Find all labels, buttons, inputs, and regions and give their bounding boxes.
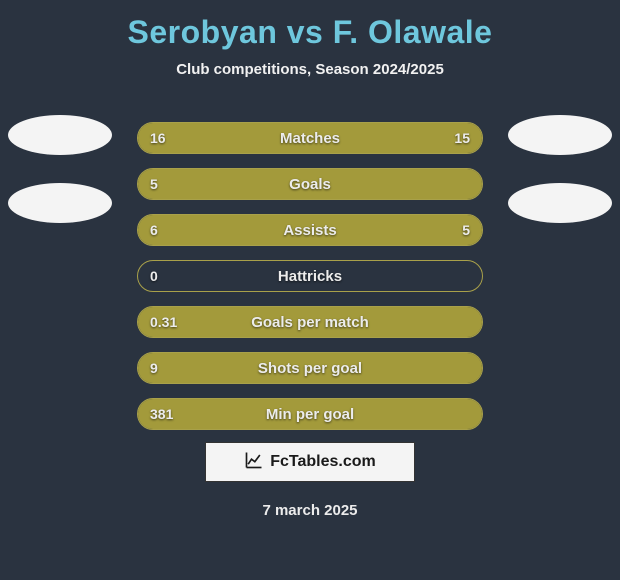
stat-label: Goals per match — [138, 307, 482, 337]
date-text: 7 march 2025 — [0, 502, 620, 519]
stat-row: 5Goals — [137, 168, 483, 200]
subtitle: Club competitions, Season 2024/2025 — [0, 61, 620, 78]
stat-label: Shots per goal — [138, 353, 482, 383]
stat-row: 9Shots per goal — [137, 352, 483, 384]
stat-label: Matches — [138, 123, 482, 153]
brand-logo[interactable]: FcTables.com — [205, 442, 415, 482]
stat-label: Hattricks — [138, 261, 482, 291]
avatar-placeholder — [8, 183, 112, 223]
stat-label: Goals — [138, 169, 482, 199]
stat-label: Min per goal — [138, 399, 482, 429]
chart-icon — [244, 450, 264, 475]
brand-text: FcTables.com — [270, 453, 376, 471]
left-player-avatars — [8, 115, 112, 223]
stats-container: 1615Matches 5Goals 65Assists 0Hattricks 0.31… — [137, 122, 483, 430]
stat-row: 65Assists — [137, 214, 483, 246]
right-player-avatars — [508, 115, 612, 223]
stat-row: 381Min per goal — [137, 398, 483, 430]
stat-label: Assists — [138, 215, 482, 245]
stat-row: 1615Matches — [137, 122, 483, 154]
avatar-placeholder — [8, 115, 112, 155]
stat-row: 0Hattricks — [137, 260, 483, 292]
avatar-placeholder — [508, 183, 612, 223]
avatar-placeholder — [508, 115, 612, 155]
page-title: Serobyan vs F. Olawale — [0, 0, 620, 51]
stat-row: 0.31Goals per match — [137, 306, 483, 338]
